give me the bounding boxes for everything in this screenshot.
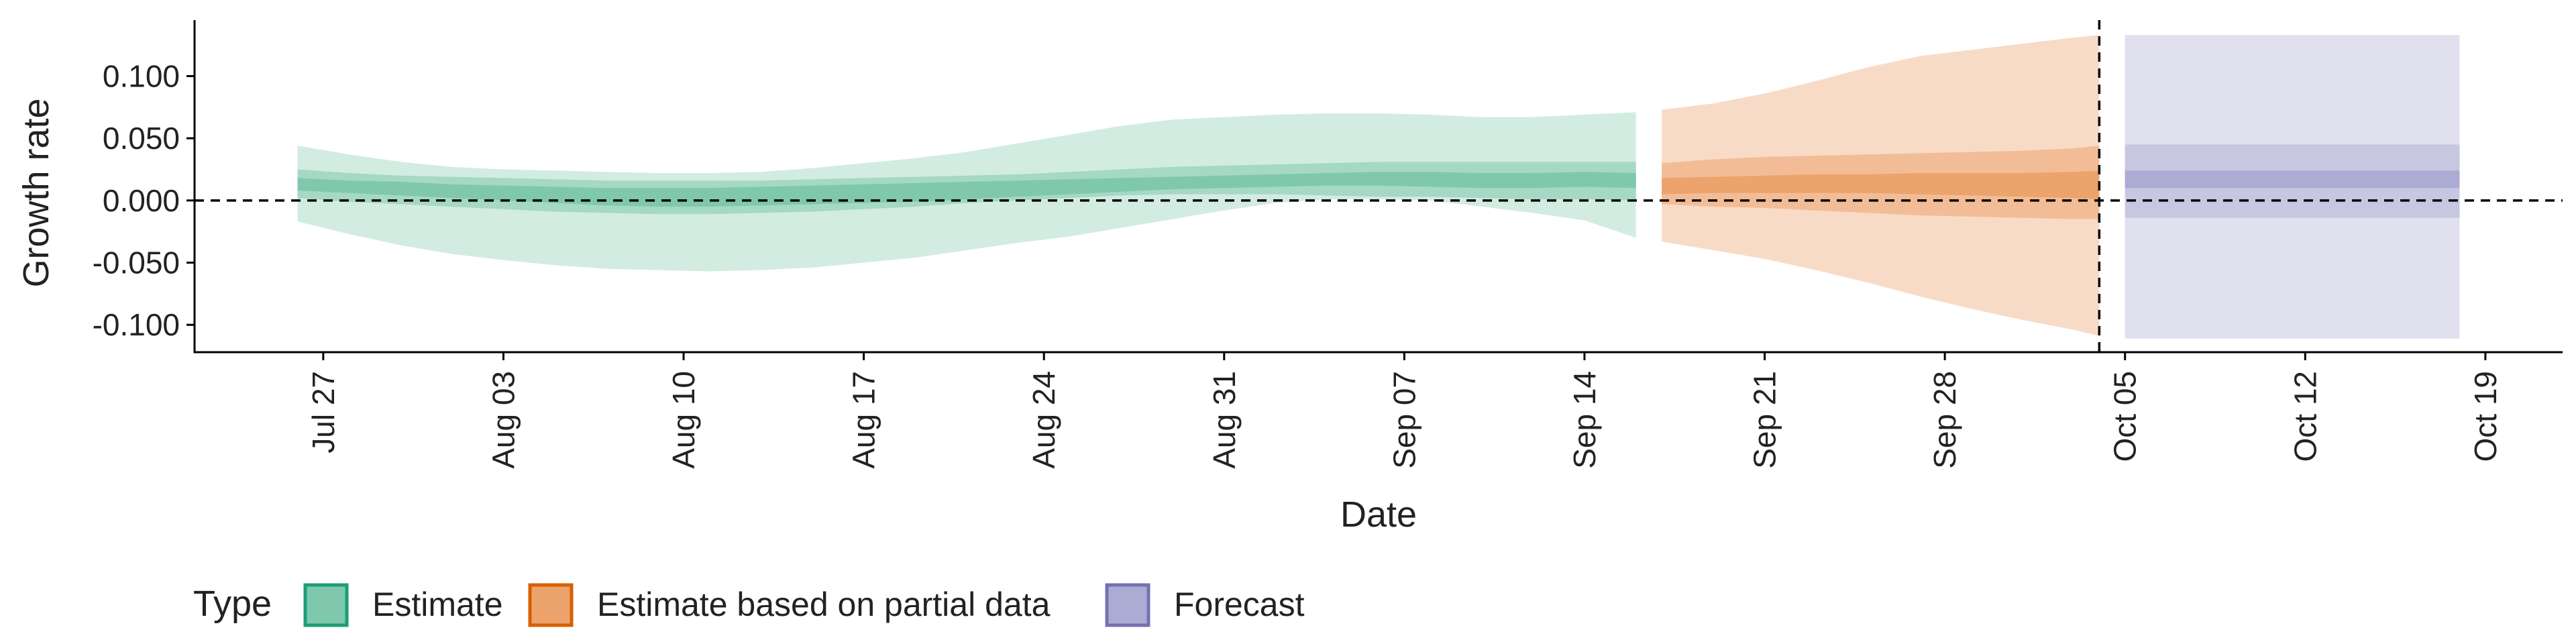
y-tick-label: 0.100 (103, 58, 180, 93)
legend-key (303, 583, 349, 627)
x-tick-label: Sep 14 (1567, 371, 1602, 469)
legend-label: Estimate based on partial data (597, 586, 1051, 623)
estimate-inner-band (297, 172, 1636, 207)
legend-key (528, 583, 574, 627)
x-tick-label: Aug 03 (486, 371, 521, 469)
x-tick-label: Oct 19 (2468, 371, 2503, 462)
x-tick-label: Jul 27 (306, 371, 341, 453)
x-tick-label: Aug 10 (666, 371, 701, 469)
legend-item: Estimate based on partial data (528, 583, 1051, 627)
y-tick-label: -0.050 (93, 246, 180, 280)
legend-item: Forecast (1105, 583, 1305, 627)
legend-title: Type (193, 584, 272, 624)
legend-label: Forecast (1174, 586, 1305, 623)
legend-key (1105, 583, 1150, 627)
x-tick-label: Aug 24 (1026, 371, 1061, 469)
legend-label: Estimate (372, 586, 503, 623)
x-tick-label: Sep 07 (1387, 371, 1421, 469)
x-tick-label: Sep 28 (1927, 371, 1962, 469)
x-axis-title: Date (1340, 494, 1417, 535)
x-tick-label: Sep 21 (1748, 371, 1782, 469)
x-tick-label: Oct 05 (2108, 371, 2143, 462)
x-tick-label: Aug 17 (847, 371, 881, 469)
y-axis-title: Growth rate (16, 98, 56, 287)
y-tick-label: 0.050 (103, 121, 180, 156)
x-tick-label: Aug 31 (1207, 371, 1242, 469)
estimate-based-on-partial-data-inner-band (1662, 170, 2100, 199)
legend-item: Estimate (303, 583, 503, 627)
forecast-inner-band (2125, 170, 2460, 189)
y-tick-label: -0.100 (93, 307, 180, 342)
y-tick-label: 0.000 (103, 183, 180, 218)
x-tick-label: Oct 12 (2288, 371, 2322, 462)
